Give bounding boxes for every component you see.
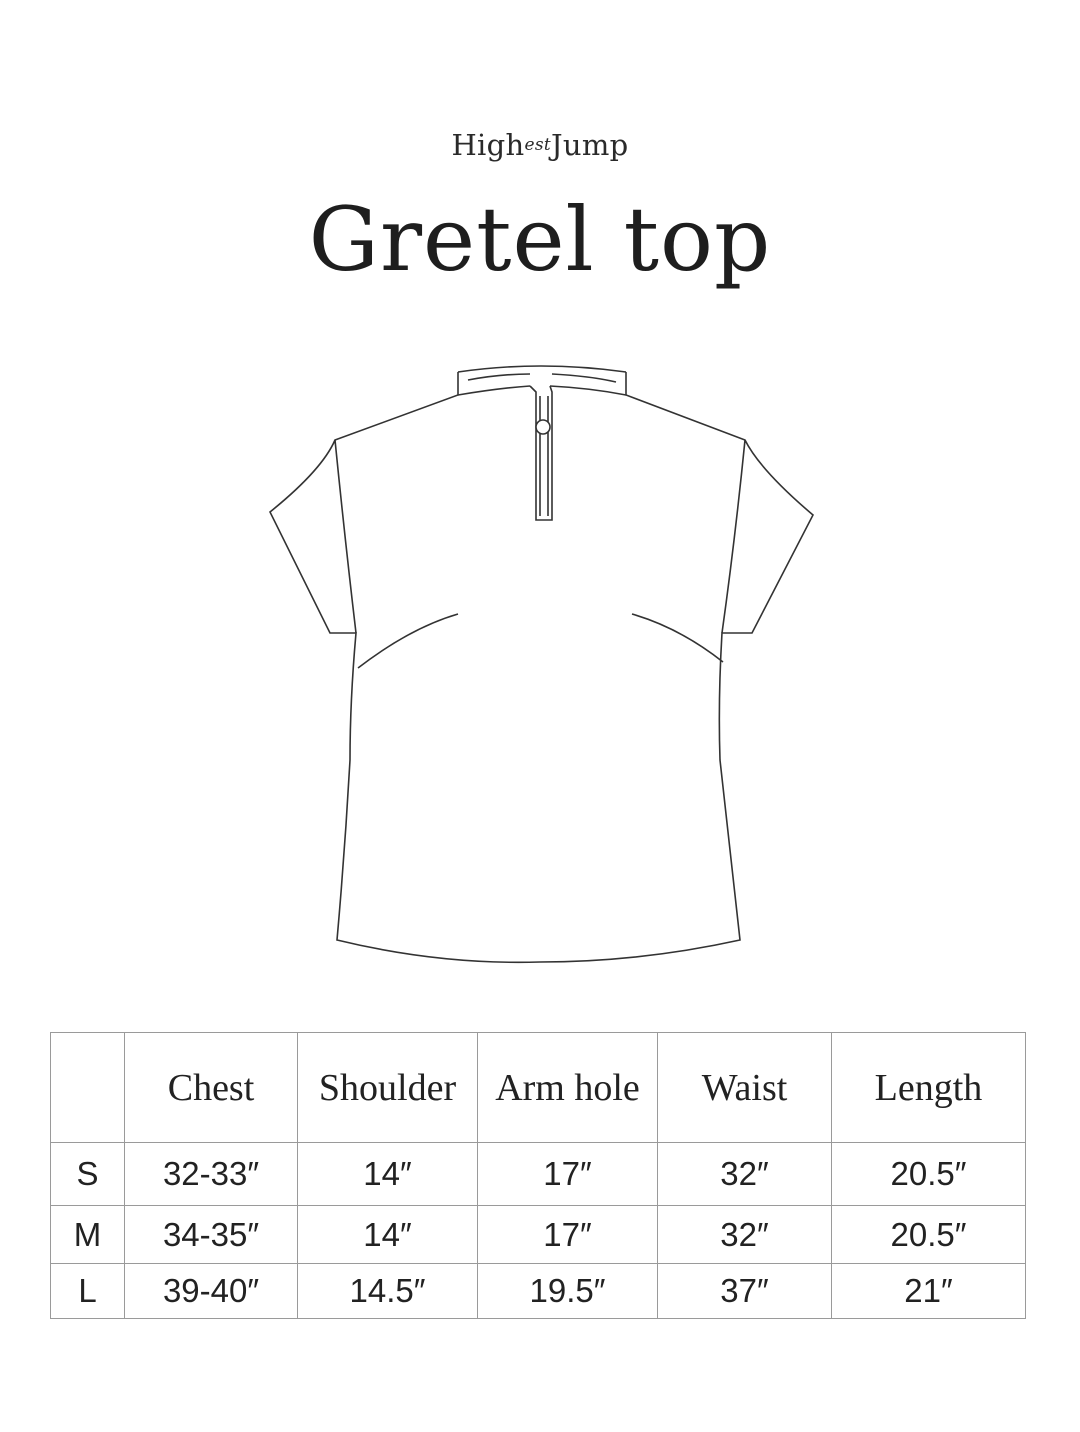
table-cell: 32″ [657,1205,832,1264]
size-label: L [50,1263,125,1319]
collar-inner [467,373,617,383]
collar [457,365,627,396]
bust-dart [357,613,724,669]
header-cell: Shoulder [297,1032,478,1143]
size-label: M [50,1205,125,1264]
garment-illustration [268,365,815,964]
header-cell [50,1032,125,1143]
table-cell: 21″ [831,1263,1026,1319]
header-cell: Chest [124,1032,298,1143]
table-row: S 32-33″ 14″ 17″ 32″ 20.5″ [50,1142,1026,1206]
table-cell: 34-35″ [124,1205,298,1264]
header-cell: Length [831,1032,1026,1143]
page-title: Gretel top [308,188,772,291]
table-cell: 37″ [657,1263,832,1319]
table-cell: 14″ [297,1205,478,1264]
garment-outline [268,372,815,964]
table-row: M 34-35″ 14″ 17″ 32″ 20.5″ [50,1205,1026,1264]
size-label: S [50,1142,125,1206]
sleeve-seam [334,439,746,634]
placket [529,385,553,521]
table-cell: 19.5″ [477,1263,658,1319]
logo-text: est [524,135,551,155]
table-cell: 32″ [657,1142,832,1206]
logo-text: Jump [550,128,629,162]
brand-logo: HighestJump [0,128,1080,162]
table-header-row: Chest Shoulder Arm hole Waist Length [50,1032,1026,1143]
logo-text: High [451,128,525,162]
table-row: L 39-40″ 14.5″ 19.5″ 37″ 21″ [50,1263,1026,1319]
table-cell: 14″ [297,1142,478,1206]
table-cell: 14.5″ [297,1263,478,1319]
table-cell: 20.5″ [831,1205,1026,1264]
size-chart-table: Chest Shoulder Arm hole Waist Length S 3… [50,1032,1026,1319]
table-cell: 17″ [477,1205,658,1264]
table-cell: 20.5″ [831,1142,1026,1206]
button-icon [535,419,551,435]
header-cell: Waist [657,1032,832,1143]
table-cell: 32-33″ [124,1142,298,1206]
table-cell: 39-40″ [124,1263,298,1319]
header-cell: Arm hole [477,1032,658,1143]
table-cell: 17″ [477,1142,658,1206]
